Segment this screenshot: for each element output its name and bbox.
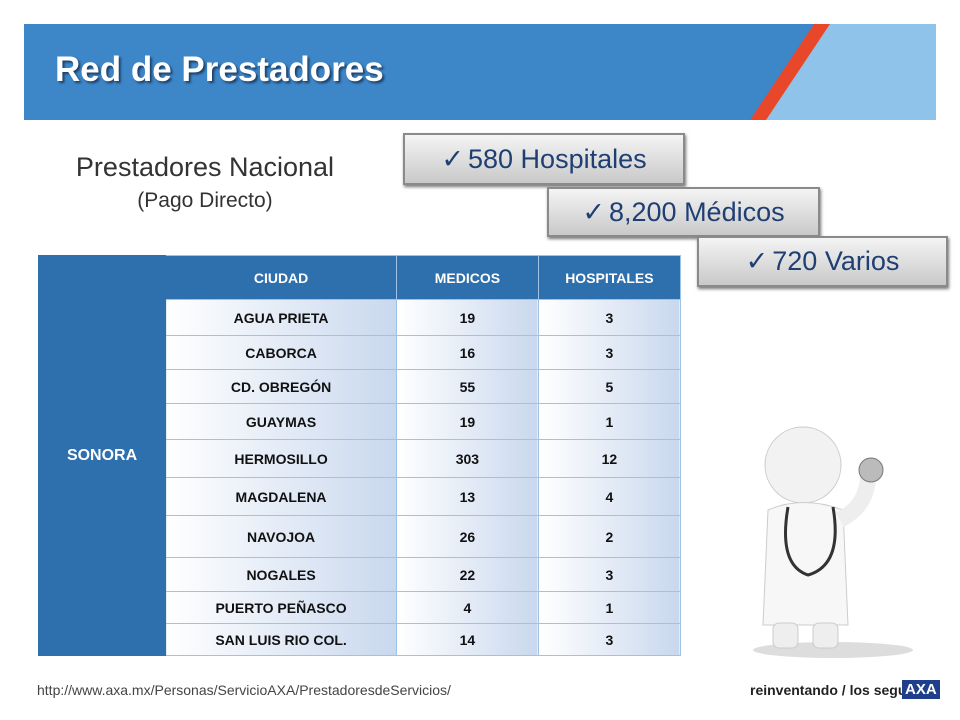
table-cell: 12: [537, 439, 682, 478]
badge-text: 580 Hospitales: [468, 143, 647, 174]
table-cell: SAN LUIS RIO COL.: [165, 623, 397, 656]
table-cell: 2: [537, 515, 682, 558]
table-cell: CABORCA: [165, 335, 397, 370]
table-cell: NOGALES: [165, 557, 397, 592]
table-cell: 14: [395, 623, 539, 656]
table-body: SONORA CIUDAD MEDICOS HOSPITALES AGUA PRIETA…: [37, 255, 682, 656]
badge-text: 8,200 Médicos: [609, 196, 785, 227]
table-row: SAN LUIS RIO COL. 14 3: [39, 623, 682, 656]
table-cell: 4: [537, 477, 682, 516]
table-cell: 3: [537, 557, 682, 592]
table-cell: 26: [395, 515, 539, 558]
header-decor: [750, 24, 936, 120]
table-cell: GUAYMAS: [165, 403, 397, 440]
table-cell: 1: [537, 403, 682, 440]
table-cell: 19: [395, 403, 539, 440]
subtitle: Prestadores Nacional: [75, 152, 335, 182]
table-row: HERMOSILLO 303 12: [39, 439, 682, 478]
column-header: CIUDAD: [165, 255, 397, 300]
table-row: PUERTO PEÑASCO 4 1: [39, 591, 682, 624]
badge: ✓ 720 Varios: [697, 236, 948, 287]
table-cell: 3: [537, 623, 682, 656]
table-cell: 3: [537, 335, 682, 370]
footer-url: http://www.axa.mx/Personas/ServicioAXA/P…: [37, 682, 451, 698]
table-cell: CD. OBREGÓN: [165, 369, 397, 404]
badge: ✓ 8,200 Médicos: [547, 187, 820, 237]
table-cell: HERMOSILLO: [165, 439, 397, 478]
table-cell: 22: [395, 557, 539, 592]
slide-title: Red de Prestadores: [55, 50, 384, 89]
table-row: CABORCA 16 3: [39, 335, 682, 370]
badge-text: 720 Varios: [772, 246, 900, 276]
table-cell: 13: [395, 477, 539, 516]
table-cell: 19: [395, 299, 539, 336]
column-header: HOSPITALES: [537, 255, 682, 300]
table-cell: 303: [395, 439, 539, 478]
table-row: CD. OBREGÓN 55 5: [39, 369, 682, 404]
light-panel: [764, 24, 936, 120]
table-cell: 5: [537, 369, 682, 404]
table-cell: PUERTO PEÑASCO: [165, 591, 397, 624]
table-cell: MAGDALENA: [165, 477, 397, 516]
table-cell: 55: [395, 369, 539, 404]
header-band: [24, 24, 936, 120]
providers-table: SONORA CIUDAD MEDICOS HOSPITALES AGUA PRIETA…: [37, 255, 682, 656]
table-cell: AGUA PRIETA: [165, 299, 397, 336]
table-cell: 4: [395, 591, 539, 624]
table-row: GUAYMAS 19 1: [39, 403, 682, 440]
subtitle-note: (Pago Directo): [137, 189, 273, 212]
table-row: NOGALES 22 3: [39, 557, 682, 592]
table-cell: 16: [395, 335, 539, 370]
badge: ✓ 580 Hospitales: [403, 133, 685, 185]
footer-slogan: reinventando / los seguros: [750, 682, 929, 698]
table-row: MAGDALENA 13 4: [39, 477, 682, 516]
table-cell: NAVOJOA: [165, 515, 397, 558]
table-row: AGUA PRIETA 19 3: [39, 299, 682, 336]
table-row: NAVOJOA 26 2: [39, 515, 682, 558]
header-row: SONORA CIUDAD MEDICOS HOSPITALES: [37, 255, 682, 656]
doctor-illustration: [753, 426, 913, 658]
brand-logo: AXA: [902, 680, 940, 699]
state-cell: SONORA: [37, 255, 167, 656]
red-stripe: [750, 24, 830, 120]
table-cell: 1: [537, 591, 682, 624]
table-cell: 3: [537, 299, 682, 336]
column-header: MEDICOS: [395, 255, 539, 300]
